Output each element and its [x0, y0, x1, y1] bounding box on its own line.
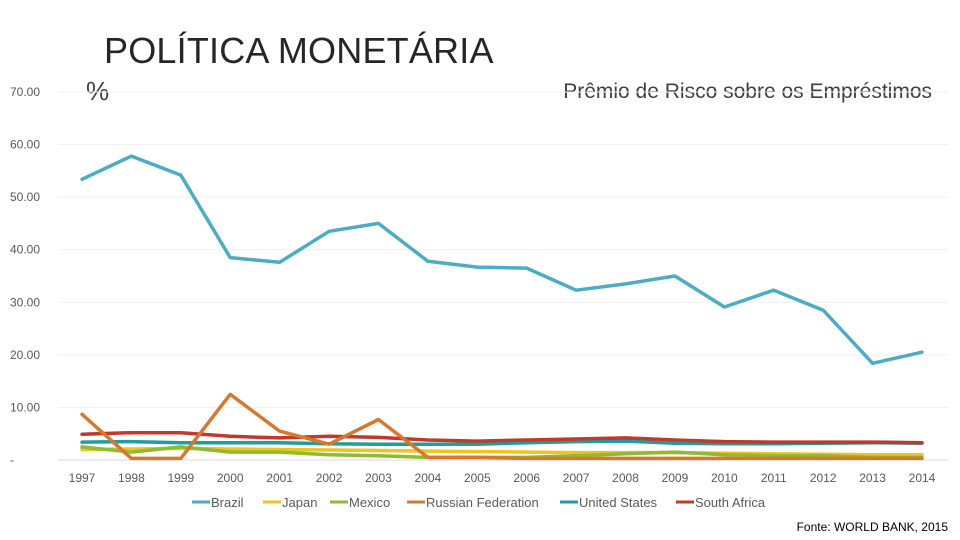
x-tick-label: 2008: [612, 471, 639, 485]
series-line-south-africa: [80, 430, 924, 445]
x-tick-label: 2005: [464, 471, 491, 485]
y-tick-label: 40.00: [10, 243, 40, 257]
gridlines: [58, 91, 948, 461]
x-tick-label: 2004: [415, 471, 442, 485]
x-tick-label: 1999: [167, 471, 194, 485]
y-axis-ticks: - 10.00 20.00 30.00 40.00 50.00 60.00 70.00: [10, 85, 40, 467]
y-tick-label: 20.00: [10, 348, 40, 362]
x-tick-label: 1997: [69, 471, 96, 485]
series-line-brazil: [80, 154, 924, 366]
legend-entry: Russian Federation: [426, 495, 539, 510]
y-tick-label: 30.00: [10, 295, 40, 309]
y-tick-label: -: [10, 453, 14, 467]
x-tick-label: 2014: [909, 471, 936, 485]
legend: Brazil Japan Mexico Russian Federation Unite…: [192, 495, 766, 510]
legend-entry: Brazil: [211, 495, 244, 510]
legend-entry: South Africa: [695, 495, 766, 510]
x-tick-label: 2007: [563, 471, 590, 485]
x-tick-label: 2001: [266, 471, 293, 485]
x-tick-label: 2003: [365, 471, 392, 485]
x-tick-label: 2011: [761, 471, 787, 485]
x-tick-label: 2012: [810, 471, 837, 485]
slide-title: POLÍTICA MONETÁRIA: [104, 30, 494, 71]
x-tick-label: 2009: [662, 471, 689, 485]
y-tick-label: 50.00: [10, 190, 40, 204]
y-axis-label: %: [86, 76, 110, 106]
x-axis-ticks: 1997 1998 1999 2000 2001 2002 2003 2004 2005 2006…: [69, 471, 936, 485]
x-tick-label: 2002: [316, 471, 343, 485]
series-line-russian-federation: [80, 392, 924, 461]
x-tick-label: 2010: [711, 471, 738, 485]
x-tick-label: 2000: [217, 471, 244, 485]
y-tick-label: 70.00: [10, 85, 40, 99]
x-tick-label: 1998: [118, 471, 145, 485]
source-note: Fonte: WORLD BANK, 2015: [796, 520, 948, 534]
x-tick-label: 2013: [859, 471, 886, 485]
x-tick-label: 2006: [513, 471, 540, 485]
series-lines: [80, 154, 924, 461]
y-tick-label: 60.00: [10, 138, 40, 152]
y-tick-label: 10.00: [10, 400, 40, 414]
legend-entry: United States: [579, 495, 658, 510]
series-line-japan: [80, 446, 924, 457]
legend-entry: Mexico: [349, 495, 390, 510]
legend-entry: Japan: [282, 495, 317, 510]
